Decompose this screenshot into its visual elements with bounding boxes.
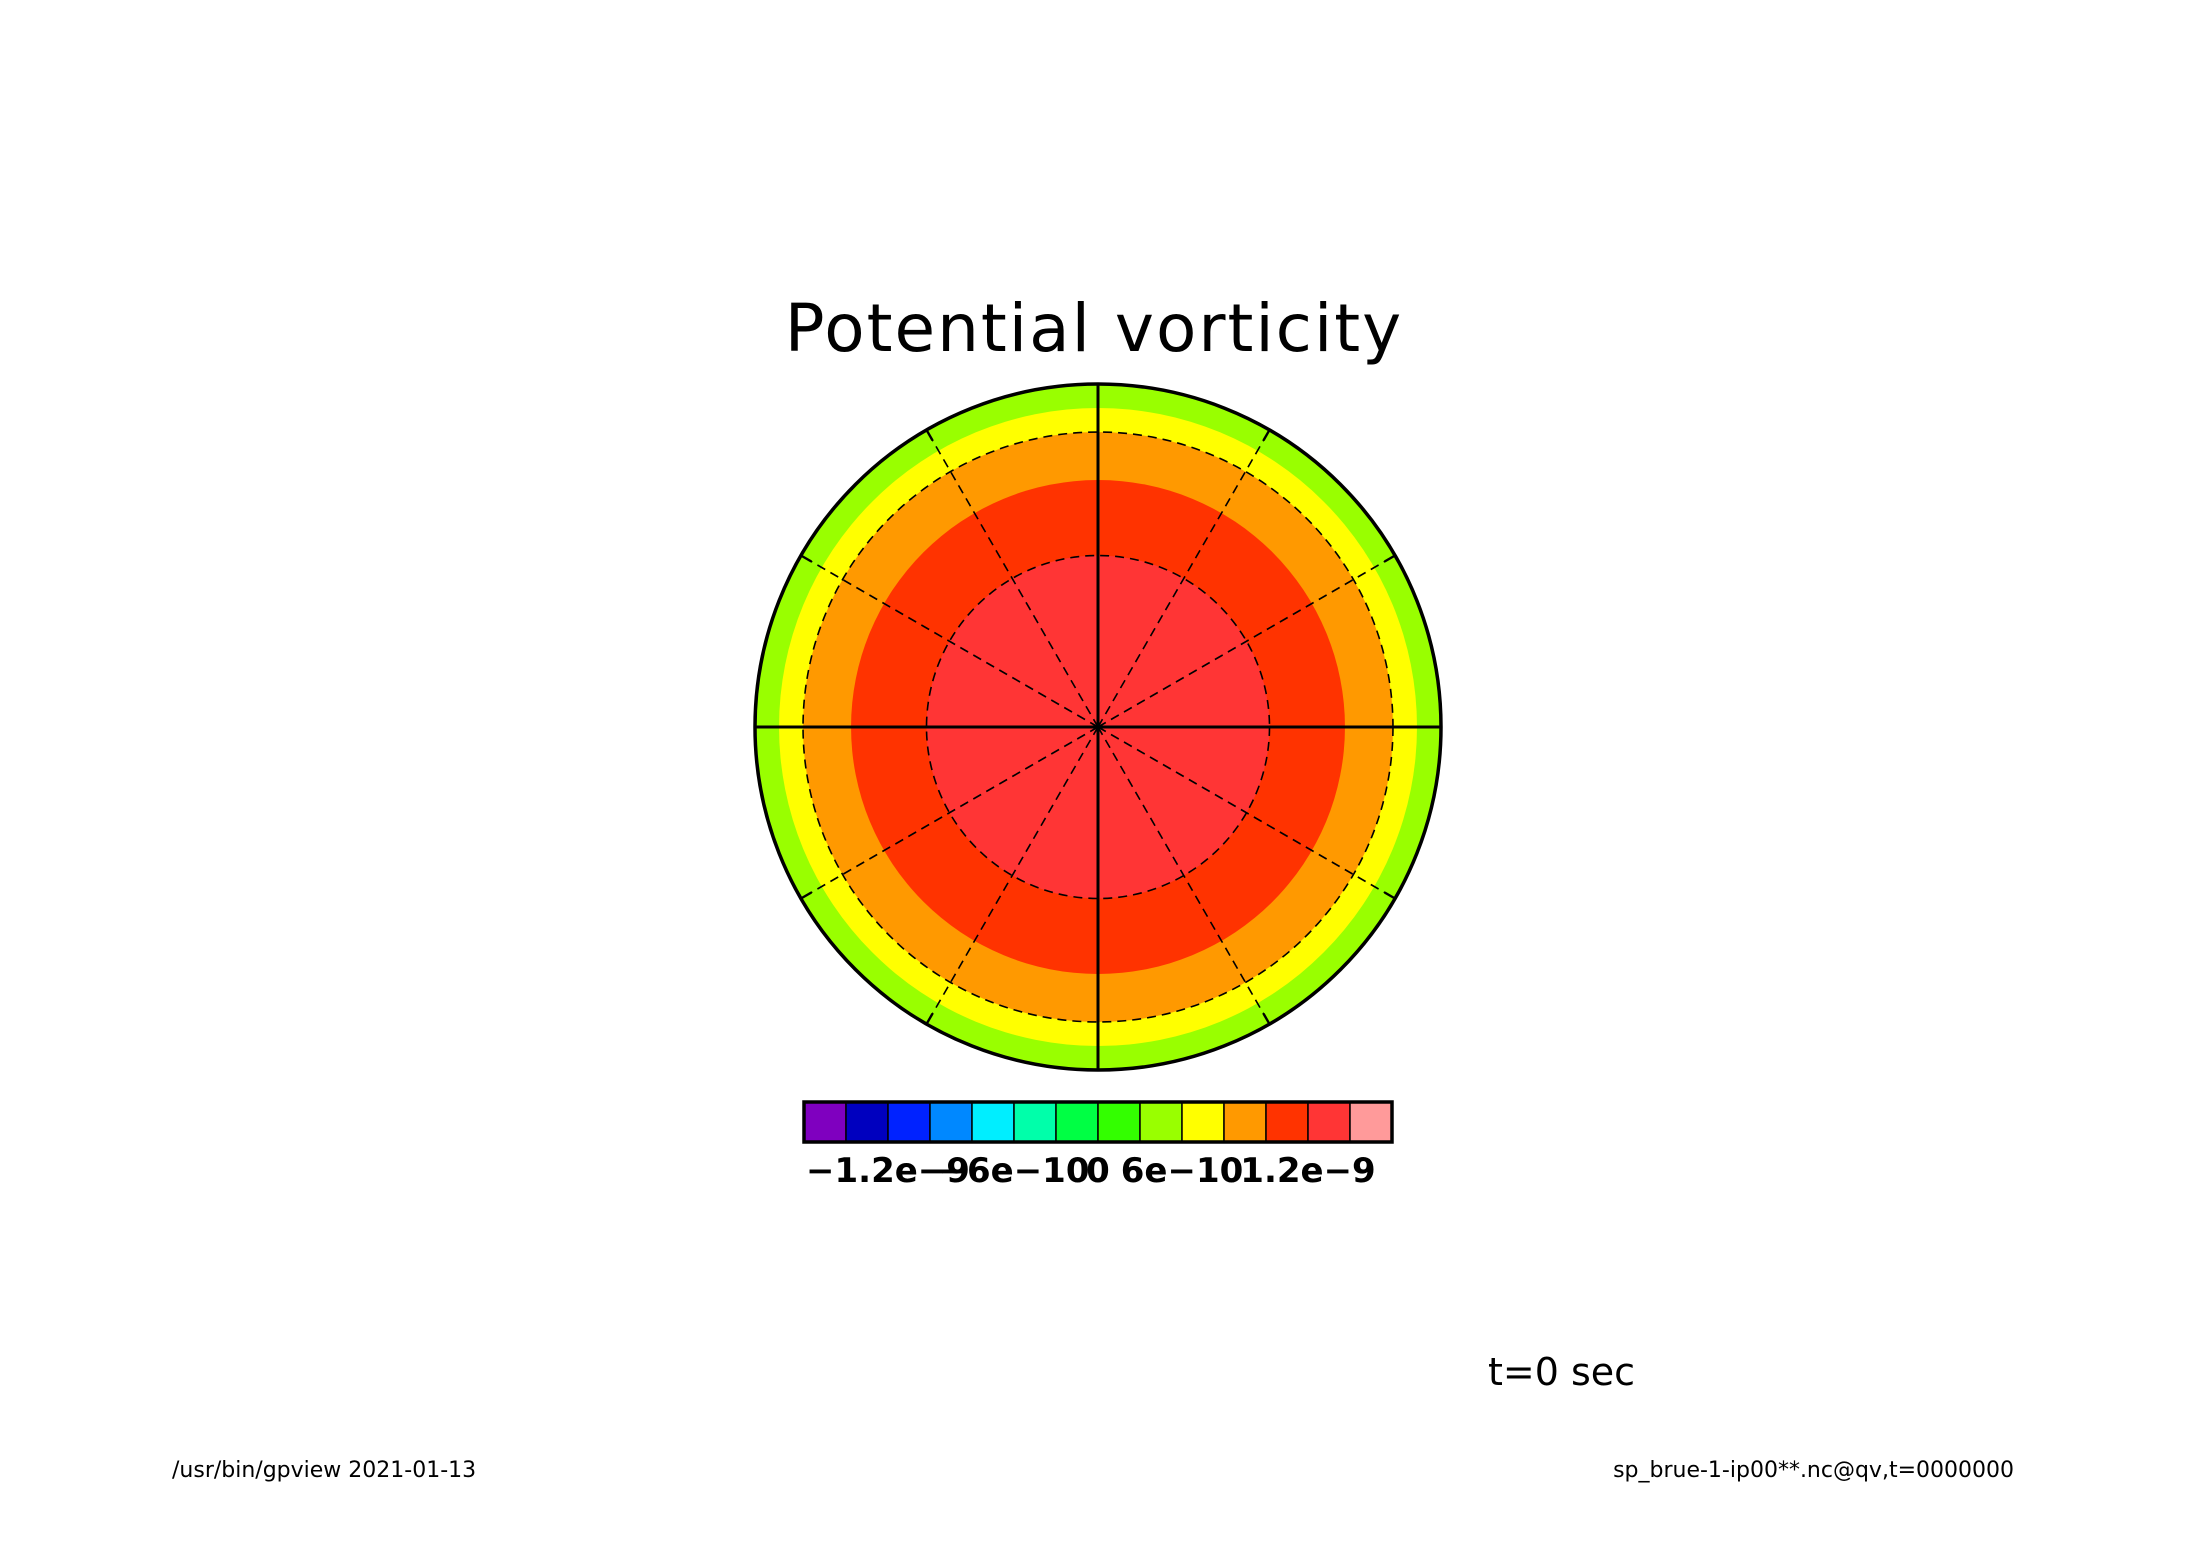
- colorbar-swatch-10: [1223, 1101, 1267, 1143]
- time-label: t=0 sec: [1488, 1350, 1636, 1394]
- colorbar-swatch-8: [1139, 1101, 1183, 1143]
- footer-left: /usr/bin/gpview 2021-01-13: [172, 1458, 477, 1483]
- spoke-240: [925, 726, 1099, 1025]
- colorbar-tick-label-0: −1.2e−9: [806, 1151, 970, 1191]
- colorbar-tick-label-1: −6e−10: [938, 1151, 1089, 1191]
- spoke-tick-300: [1262, 1013, 1271, 1025]
- spoke-tick-30: [1384, 554, 1396, 563]
- dashed-circle-1: [802, 431, 1394, 1023]
- chart-title: Potential vorticity: [784, 290, 1404, 367]
- spoke-tick-210: [800, 891, 812, 900]
- outer-boundary: [753, 382, 1443, 1072]
- spoke-tick-60: [1262, 429, 1271, 441]
- colorbar-tick-label-3: 6e−10: [1121, 1151, 1244, 1191]
- grid-layer: [753, 382, 1443, 1072]
- colorbar-swatch-7: [1097, 1101, 1141, 1143]
- spoke-120: [925, 429, 1099, 728]
- colorbar-swatch-4: [971, 1101, 1015, 1143]
- colorbar-swatch-9: [1181, 1101, 1225, 1143]
- spoke-150: [800, 554, 1099, 728]
- spoke-60: [1097, 429, 1271, 728]
- colorbar: −1.2e−9−6e−100 6e−101.2e−9: [802, 1100, 1394, 1191]
- colorbar-tick-label-2: 0: [1086, 1151, 1110, 1191]
- footer-right: sp_brue-1-ip00**.nc@qv,t=0000000: [1613, 1458, 2014, 1483]
- colorbar-swatch-11: [1265, 1101, 1309, 1143]
- dashed-circle-0: [925, 554, 1271, 900]
- colorbar-swatch-3: [929, 1101, 973, 1143]
- colorbar-swatch-1: [845, 1101, 889, 1143]
- spoke-tick-150: [800, 554, 812, 563]
- colorbar-swatch-2: [887, 1101, 931, 1143]
- colorbar-swatch-13: [1349, 1101, 1393, 1143]
- colorbar-tick-label-4: 1.2e−9: [1240, 1151, 1375, 1191]
- colorbar-frame: [802, 1100, 1394, 1144]
- colorbar-swatch-5: [1013, 1101, 1057, 1143]
- spoke-300: [1097, 726, 1271, 1025]
- colorbar-swatch-12: [1307, 1101, 1351, 1143]
- spoke-210: [800, 726, 1099, 900]
- spoke-tick-240: [925, 1013, 934, 1025]
- spoke-tick-120: [925, 429, 934, 441]
- spoke-30: [1097, 554, 1396, 728]
- colorbar-swatch-0: [803, 1101, 847, 1143]
- spoke-330: [1097, 726, 1396, 900]
- colorbar-swatch-6: [1055, 1101, 1099, 1143]
- spoke-tick-330: [1384, 891, 1396, 900]
